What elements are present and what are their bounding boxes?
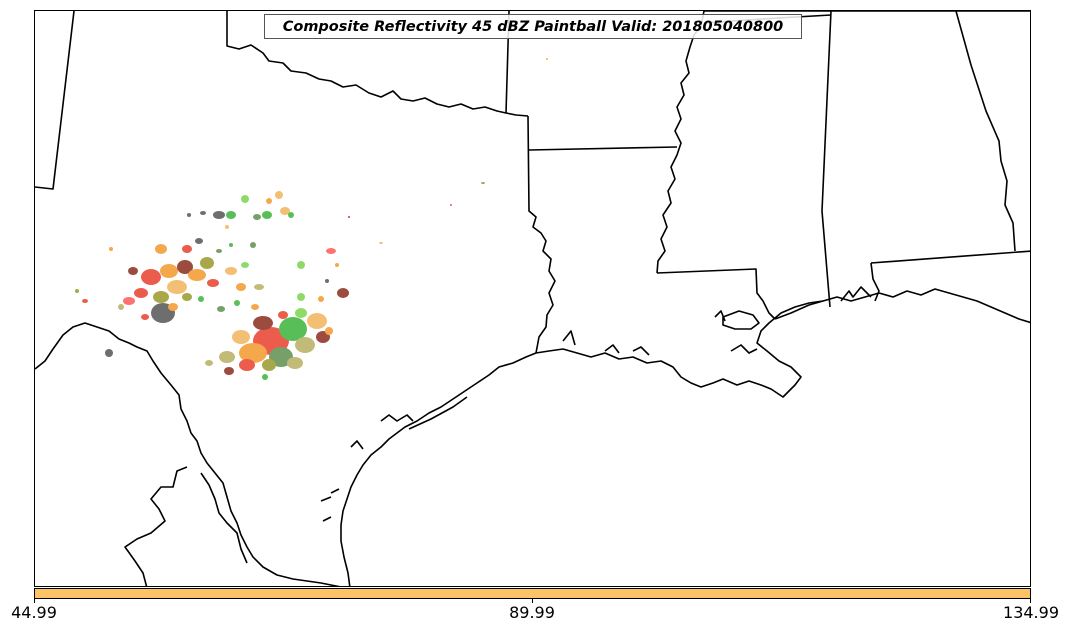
la-lake — [722, 310, 760, 330]
al-fl-border — [870, 250, 1030, 264]
map-title-box: Composite Reflectivity 45 dBZ Paintball … — [264, 14, 802, 39]
colorbar-label-mid: 89.99 — [509, 603, 555, 622]
ar-la-border — [528, 146, 678, 151]
tx-coast-detail — [320, 414, 414, 522]
mx-border-1 — [124, 466, 188, 586]
nm-border — [35, 11, 75, 190]
basemap — [35, 11, 1030, 586]
colorbar-label-min: 44.99 — [11, 603, 57, 622]
la-coast — [535, 288, 1030, 398]
la-ms-border — [656, 268, 776, 320]
colorbar-tick-min — [34, 599, 35, 603]
colorbar-tick-max — [1030, 599, 1031, 603]
paintball-specks — [348, 58, 548, 244]
mississippi-river — [656, 11, 705, 274]
rio-grande — [35, 322, 341, 586]
la-coast-detail — [562, 310, 758, 356]
mx-border-2 — [200, 472, 248, 564]
al-ga-border — [955, 11, 1016, 252]
paintball-cluster-north — [187, 191, 349, 302]
tx-la-border — [527, 115, 556, 354]
fl-panhandle-w — [870, 262, 880, 302]
ms-al-border — [821, 11, 832, 308]
ms-al-coast — [774, 286, 872, 320]
map-panel — [34, 10, 1031, 587]
tx-barrier-island — [408, 396, 468, 430]
map-title: Composite Reflectivity 45 dBZ Paintball … — [282, 18, 784, 35]
colorbar-tick-mid — [532, 599, 533, 603]
colorbar-label-max: 134.99 — [1003, 603, 1059, 622]
ok-tx-border — [226, 11, 529, 117]
colorbar — [34, 588, 1031, 599]
tx-coast — [340, 352, 537, 586]
paintball-cluster-west — [75, 238, 264, 357]
paintball-cluster-center — [205, 293, 333, 380]
